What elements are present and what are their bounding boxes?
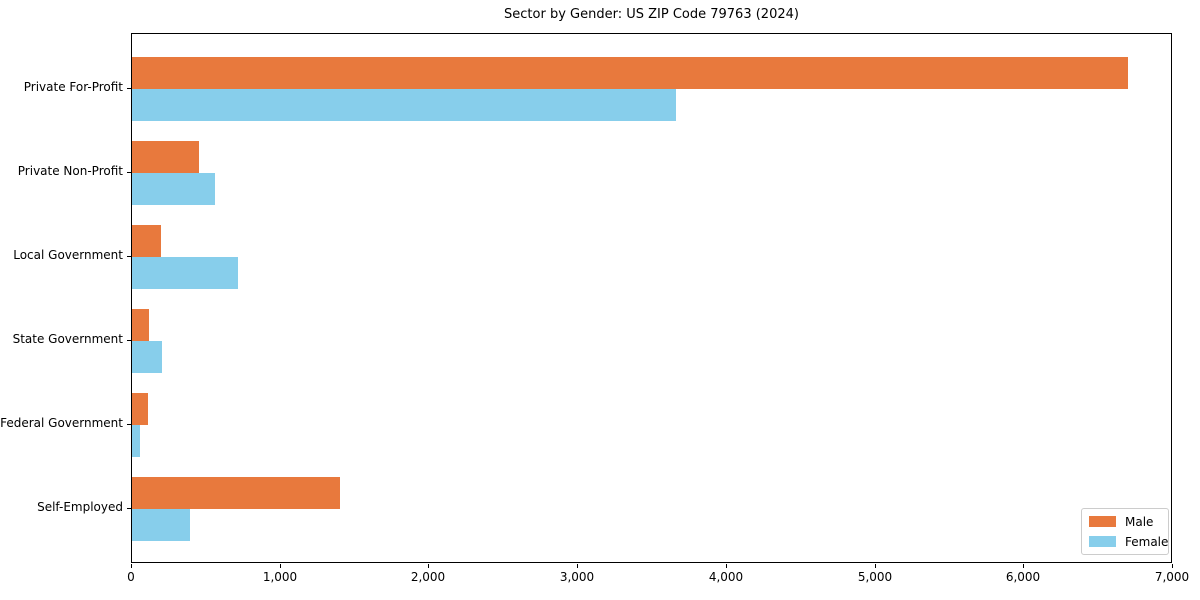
female-legend-swatch-icon	[1089, 536, 1116, 547]
y-tick-label-self-employed: Self-Employed	[37, 500, 123, 514]
bar-male-local-government	[132, 225, 161, 257]
x-tick-mark	[280, 564, 281, 568]
x-tick-label-4-000: 4,000	[708, 570, 744, 584]
x-tick-label-2-000: 2,000	[410, 570, 446, 584]
y-tick-mark	[127, 256, 131, 257]
y-tick-mark	[127, 172, 131, 173]
bar-male-federal-government	[132, 393, 148, 425]
bar-female-local-government	[132, 257, 238, 289]
legend-row-female: Female	[1089, 534, 1168, 549]
y-tick-label-state-government: State Government	[12, 332, 123, 346]
x-tick-label-3-000: 3,000	[559, 570, 595, 584]
bar-female-self-employed	[132, 509, 190, 541]
x-tick-mark	[131, 564, 132, 568]
bar-male-private-non-profit	[132, 141, 199, 173]
y-tick-label-federal-government: Federal Government	[0, 416, 123, 430]
bar-female-private-non-profit	[132, 173, 215, 205]
legend: Male Female	[1081, 508, 1169, 555]
bar-female-state-government	[132, 341, 162, 373]
y-tick-label-private-for-profit: Private For-Profit	[23, 80, 123, 94]
x-tick-mark	[428, 564, 429, 568]
x-tick-label-5-000: 5,000	[857, 570, 893, 584]
legend-row-male: Male	[1089, 514, 1161, 529]
plot-area	[131, 33, 1172, 563]
legend-label-male: Male	[1125, 514, 1154, 529]
male-legend-swatch-icon	[1089, 516, 1116, 527]
x-tick-label-0: 0	[127, 570, 135, 584]
x-tick-mark	[1172, 564, 1173, 568]
bar-female-federal-government	[132, 425, 140, 457]
bar-male-state-government	[132, 309, 149, 341]
y-tick-mark	[127, 424, 131, 425]
y-tick-label-local-government: Local Government	[13, 248, 123, 262]
x-tick-mark	[726, 564, 727, 568]
y-tick-mark	[127, 508, 131, 509]
legend-label-female: Female	[1125, 534, 1169, 549]
x-tick-label-7-000: 7,000	[1154, 570, 1190, 584]
x-tick-mark	[1023, 564, 1024, 568]
x-tick-mark	[577, 564, 578, 568]
x-tick-label-6-000: 6,000	[1005, 570, 1041, 584]
chart-title: Sector by Gender: US ZIP Code 79763 (202…	[504, 7, 799, 22]
x-tick-label-1-000: 1,000	[262, 570, 298, 584]
bar-male-self-employed	[132, 477, 340, 509]
y-tick-label-private-non-profit: Private Non-Profit	[17, 164, 123, 178]
y-tick-mark	[127, 340, 131, 341]
x-tick-mark	[875, 564, 876, 568]
bar-female-private-for-profit	[132, 89, 676, 121]
bar-male-private-for-profit	[132, 57, 1128, 89]
y-tick-mark	[127, 88, 131, 89]
